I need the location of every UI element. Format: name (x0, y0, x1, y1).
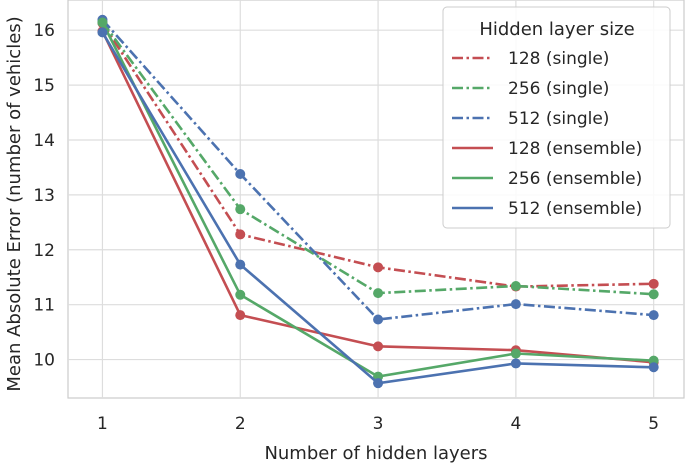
series-line (101, 18, 654, 321)
legend-label: 256 (ensemble) (508, 169, 642, 189)
legend-item: 512 (ensemble) (452, 199, 642, 219)
data-point (648, 310, 659, 321)
legend: Hidden layer size 128 (single) 256 (singl… (442, 6, 671, 229)
data-point (97, 17, 108, 28)
data-point (648, 278, 659, 289)
series-group (97, 14, 659, 389)
x-tick-label: 3 (373, 414, 384, 434)
data-point (235, 229, 246, 240)
y-tick-label: 16 (33, 21, 55, 41)
legend-box (442, 6, 671, 229)
y-tick-label: 15 (33, 76, 55, 96)
legend-label: 512 (single) (508, 109, 609, 129)
data-point (373, 314, 384, 325)
legend-item: 512 (single) (452, 109, 609, 129)
data-point (510, 281, 521, 292)
data-point (235, 289, 246, 300)
legend-label: 512 (ensemble) (508, 199, 642, 219)
legend-item: 256 (ensemble) (452, 169, 642, 189)
legend-item: 256 (single) (452, 79, 609, 99)
legend-label: 128 (ensemble) (508, 139, 642, 159)
legend-label: 256 (single) (508, 79, 609, 99)
y-tick-label: 10 (33, 351, 55, 371)
y-tick-label: 13 (33, 186, 55, 206)
y-tick-label: 11 (33, 296, 55, 316)
legend-item: 128 (ensemble) (452, 139, 642, 159)
data-point (510, 358, 521, 369)
x-tick-label: 2 (235, 414, 246, 434)
data-point (373, 378, 384, 389)
data-point (510, 299, 521, 310)
data-point (510, 348, 521, 359)
data-point (235, 169, 246, 180)
data-point (648, 289, 659, 300)
data-point (373, 288, 384, 299)
data-point (235, 259, 246, 270)
x-tick-label: 5 (648, 414, 659, 434)
data-point (235, 204, 246, 215)
legend-item: 128 (single) (452, 49, 609, 69)
data-point (373, 341, 384, 352)
x-tick-label: 1 (97, 414, 108, 434)
data-point (373, 262, 384, 273)
legend-title: Hidden layer size (479, 19, 634, 40)
x-axis-label: Number of hidden layers (264, 443, 487, 464)
y-axis-label: Mean Absolute Error (number of vehicles) (4, 16, 25, 391)
data-point (235, 310, 246, 321)
x-tick-label: 4 (510, 414, 521, 434)
y-tick-label: 12 (33, 241, 55, 261)
series-6 (97, 27, 659, 389)
legend-label: 128 (single) (508, 49, 609, 69)
data-point (97, 27, 108, 38)
legend-items: 128 (single) 256 (single) 512 (single) 128 … (452, 49, 642, 219)
y-tick-label: 14 (33, 131, 55, 151)
data-point (648, 362, 659, 373)
